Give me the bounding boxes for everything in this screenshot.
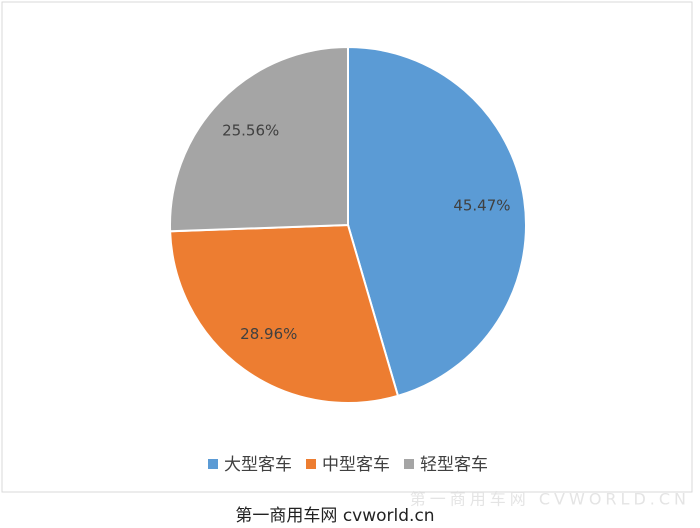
data-label: 25.56% [222,122,279,140]
pie-slice [169,223,400,404]
legend-label: 大型客车 [224,455,292,475]
watermark: 第一商用车网 CVWORLD.CN [410,490,690,509]
legend-swatch [404,459,414,469]
caption: 第一商用车网 cvworld.cn [235,506,434,526]
legend-label: 中型客车 [322,455,390,475]
legend-swatch [306,459,316,469]
legend-swatch [208,459,218,469]
pie-slice [169,45,349,233]
legend-label: 轻型客车 [420,455,488,475]
pie-slice [347,45,527,398]
data-label: 28.96% [240,325,297,343]
legend: 大型客车 中型客车 轻型客车 [208,455,488,475]
data-label: 45.47% [453,196,510,214]
